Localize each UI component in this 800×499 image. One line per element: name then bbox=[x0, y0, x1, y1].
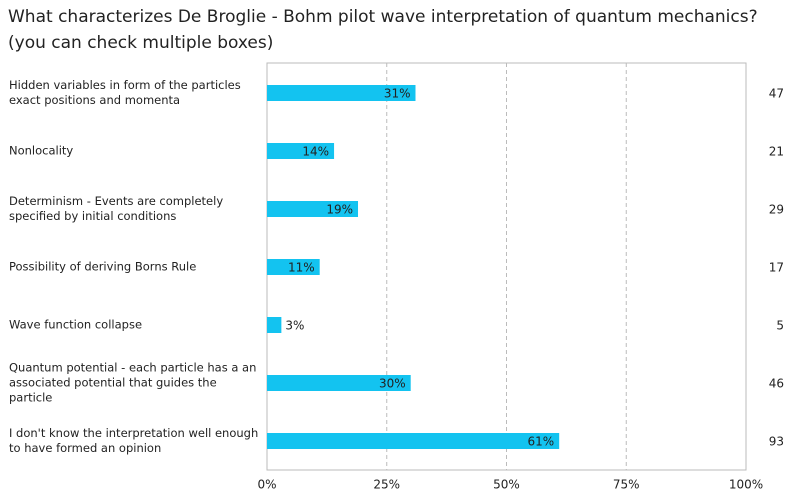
count-label: 93 bbox=[769, 435, 784, 449]
value-label: 3% bbox=[285, 319, 304, 333]
category-label: Hidden variables in form of the particle… bbox=[9, 78, 241, 107]
category-label: Determinism - Events are completely spec… bbox=[9, 194, 224, 223]
value-label: 19% bbox=[326, 203, 353, 217]
category-label: Quantum potential - each particle has a … bbox=[9, 360, 257, 405]
count-label: 17 bbox=[769, 261, 784, 275]
bar bbox=[267, 259, 320, 275]
chart-title: What characterizes De Broglie - Bohm pil… bbox=[8, 7, 758, 53]
value-label: 11% bbox=[288, 261, 315, 275]
x-tick-label: 100% bbox=[729, 478, 763, 492]
x-tick-label: 25% bbox=[373, 478, 400, 492]
count-label: 46 bbox=[769, 377, 784, 391]
category-label: I don't know the interpretation well eno… bbox=[9, 426, 259, 455]
bar bbox=[267, 375, 411, 391]
count-label: 29 bbox=[769, 203, 784, 217]
count-label: 47 bbox=[769, 87, 784, 101]
bar bbox=[267, 201, 359, 217]
bar bbox=[267, 85, 416, 101]
x-tick-label: 0% bbox=[257, 478, 276, 492]
count-label: 5 bbox=[776, 319, 784, 333]
category-label: Wave function collapse bbox=[9, 317, 143, 332]
x-tick-label: 50% bbox=[493, 478, 520, 492]
value-label: 61% bbox=[528, 435, 555, 449]
value-label: 14% bbox=[302, 145, 329, 159]
bar bbox=[267, 317, 282, 333]
value-label: 30% bbox=[379, 377, 406, 391]
value-label: 31% bbox=[384, 87, 411, 101]
category-label: Nonlocality bbox=[9, 143, 74, 158]
category-label: Possibility of deriving Borns Rule bbox=[9, 259, 197, 274]
x-tick-label: 75% bbox=[613, 478, 640, 492]
count-label: 21 bbox=[769, 145, 784, 159]
bar bbox=[267, 433, 560, 449]
bar bbox=[267, 143, 335, 159]
